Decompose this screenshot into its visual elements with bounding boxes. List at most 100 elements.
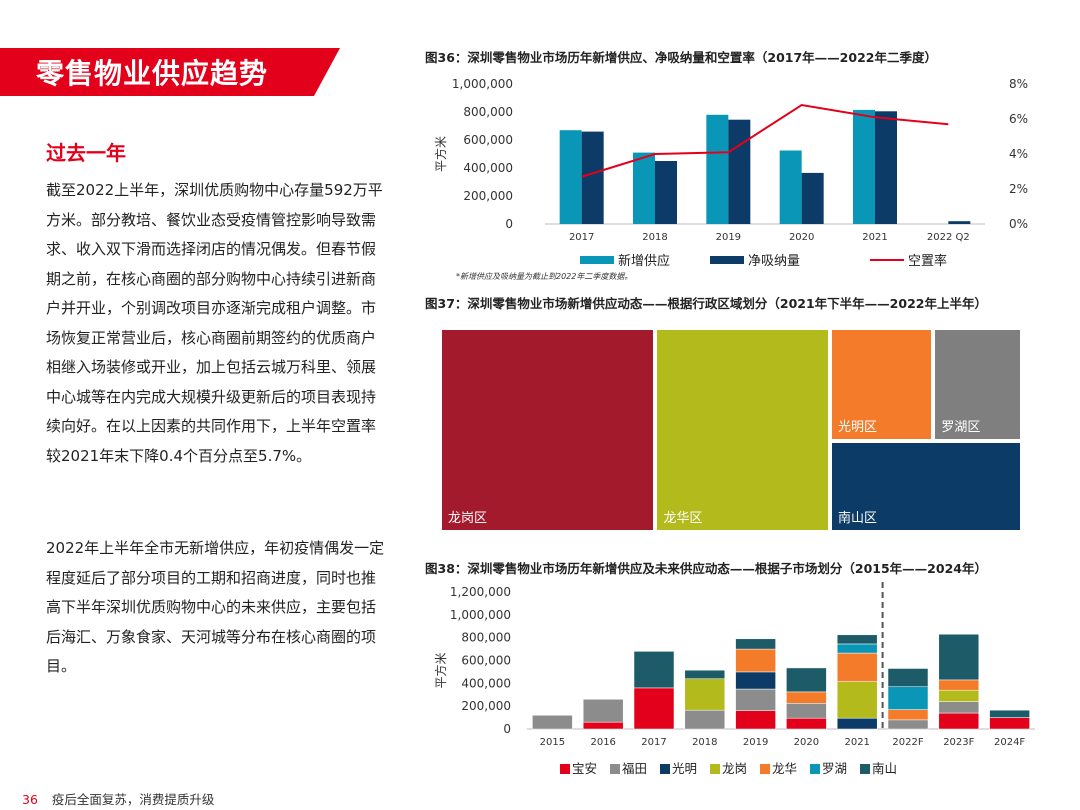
bar-segment-福田: [887, 719, 929, 730]
bar-新增供应: [779, 150, 802, 224]
treemap-label: 光明区: [837, 419, 877, 435]
treemap-cell: 罗湖区: [933, 328, 1022, 441]
bar-segment-宝安: [989, 717, 1030, 730]
y2-tick-label: 2%: [1009, 182, 1028, 196]
page-footer: 36 疫后全面复苏，消费提质升级: [22, 789, 214, 808]
treemap-label: 南山区: [837, 510, 877, 526]
figure-38-title: 图38：深圳零售物业市场历年新增供应及未来供应动态——根据子市场划分（2015年…: [425, 561, 987, 576]
legend-label-空置率: 空置率: [908, 253, 947, 269]
footer-text: 疫后全面复苏，消费提质升级: [51, 792, 215, 807]
x-tick-label: 2015: [540, 737, 565, 748]
legend-swatch-净吸纳量: [710, 256, 744, 264]
x-tick-label: 2016: [590, 737, 615, 748]
legend-swatch-福田: [610, 764, 620, 774]
legend-swatch-新增供应: [580, 256, 614, 264]
bar-segment-龙华: [887, 709, 929, 721]
bar-新增供应: [853, 109, 875, 224]
body-paragraph-2: 2022年上半年全市无新增供应，年初疫情偶发一定程度延后了部分项目的工期和招商进…: [46, 539, 385, 675]
bar-segment-福田: [786, 703, 827, 719]
y2-tick-label: 0%: [1009, 217, 1028, 231]
bar-segment-福田: [684, 709, 726, 730]
x-tick-label: 2023F: [943, 737, 974, 748]
legend-label-龙华: 龙华: [772, 761, 797, 776]
x-tick-label: 2022 Q2: [927, 232, 970, 243]
figure-37-title: 图37：深圳零售物业市场新增供应动态——根据行政区域划分（2021年下半年——2…: [425, 296, 987, 311]
bar-segment-光明: [735, 671, 776, 690]
legend-swatch-龙岗: [710, 764, 720, 774]
bar-segment-福田: [735, 688, 776, 711]
x-tick-label: 2017: [569, 232, 594, 243]
bar-segment-南山: [887, 668, 929, 688]
y-tick-label: 400,000: [461, 676, 511, 690]
x-tick-label: 2021: [862, 232, 887, 243]
x-tick-label: 2018: [692, 737, 717, 748]
figure-36-title: 图36：深圳零售物业市场历年新增供应、净吸纳量和空置率（2017年——2022年…: [425, 50, 937, 65]
bar-segment-光明: [836, 717, 878, 730]
bar-新增供应: [633, 152, 655, 224]
y2-tick-label: 6%: [1009, 112, 1028, 126]
bar-净吸纳量: [875, 111, 897, 224]
treemap-label: 罗湖区: [941, 419, 981, 435]
y-tick-label: 1,000,000: [450, 608, 511, 622]
bar-净吸纳量: [801, 172, 824, 224]
figure-36-note: *新增供应及吸纳量为截止到2022年二季度数据。: [456, 272, 633, 281]
treemap-label: 龙华区: [663, 511, 703, 526]
bar-segment-南山: [633, 651, 675, 689]
figure-36-chart: 0 200,000 400,000 600,000 800,000 1,000,000 0%…: [433, 77, 1028, 269]
bar-segment-南山: [684, 669, 726, 680]
x-tick-label: 2020: [794, 737, 819, 748]
y-axis-label: 平方米: [433, 652, 448, 688]
banner-shape: [0, 48, 340, 96]
y-tick-label: 1,000,000: [452, 77, 513, 91]
x-tick-label: 2017: [641, 737, 666, 748]
y2-tick-label: 4%: [1009, 147, 1028, 161]
y-tick-label: 0: [503, 722, 511, 736]
treemap-cell: 南山区: [829, 440, 1022, 532]
bar-segment-福田: [938, 701, 980, 714]
y-tick-label: 800,000: [463, 105, 513, 119]
legend-label-宝安: 宝安: [572, 761, 597, 776]
legend-swatch-龙华: [760, 764, 770, 774]
bar-segment-龙岗: [684, 678, 726, 711]
bar-segment-龙华: [786, 691, 827, 704]
bar-segment-宝安: [938, 712, 980, 730]
bar-segment-龙华: [836, 652, 878, 682]
y-tick-label: 600,000: [463, 133, 513, 147]
legend-label-福田: 福田: [622, 761, 647, 776]
line-空置率: [581, 103, 949, 178]
x-tick-label: 2018: [642, 232, 667, 243]
bar-segment-罗湖: [836, 643, 878, 654]
legend-swatch-宝安: [560, 764, 570, 774]
bar-segment-宝安: [633, 687, 675, 730]
y2-tick-label: 8%: [1009, 77, 1028, 91]
treemap-cell: 光明区: [829, 328, 934, 441]
body-paragraph-1: 截至2022上半年，深圳优质购物中心存量592万平方米。部分教培、餐饮业态受疫情…: [46, 181, 383, 465]
y-tick-label: 600,000: [461, 654, 511, 668]
legend-swatch-南山: [860, 764, 870, 774]
figure-38-chart: 0 200,000 400,000 600,000 800,000 1,000,000 1,…: [433, 582, 1035, 776]
bar-segment-龙岗: [938, 689, 980, 702]
y-tick-label: 200,000: [463, 189, 513, 203]
bar-净吸纳量: [948, 221, 971, 224]
x-tick-label: 2022F: [892, 737, 923, 748]
bar-segment-南山: [989, 709, 1030, 718]
y-tick-label: 200,000: [461, 699, 511, 713]
bar-segment-宝安: [582, 721, 624, 730]
bar-segment-南山: [786, 667, 827, 693]
legend-swatch-罗湖: [810, 764, 820, 774]
y-tick-label: 800,000: [461, 631, 511, 645]
bar-新增供应: [559, 130, 582, 224]
page-number: 36: [22, 792, 38, 807]
bar-segment-龙华: [938, 679, 980, 691]
treemap-cell: 龙岗区: [440, 328, 656, 532]
bar-segment-宝安: [786, 717, 827, 730]
y-tick-label: 1,200,000: [450, 585, 511, 599]
x-tick-label: 2021: [844, 737, 869, 748]
legend-label-净吸纳量: 净吸纳量: [748, 254, 800, 269]
bar-新增供应: [706, 114, 729, 224]
x-tick-label: 2019: [743, 737, 768, 748]
banner-title: 零售物业供应趋势: [36, 57, 269, 90]
bar-净吸纳量: [655, 161, 677, 224]
legend-label-龙岗: 龙岗: [722, 761, 747, 776]
y-tick-label: 0: [505, 217, 513, 231]
